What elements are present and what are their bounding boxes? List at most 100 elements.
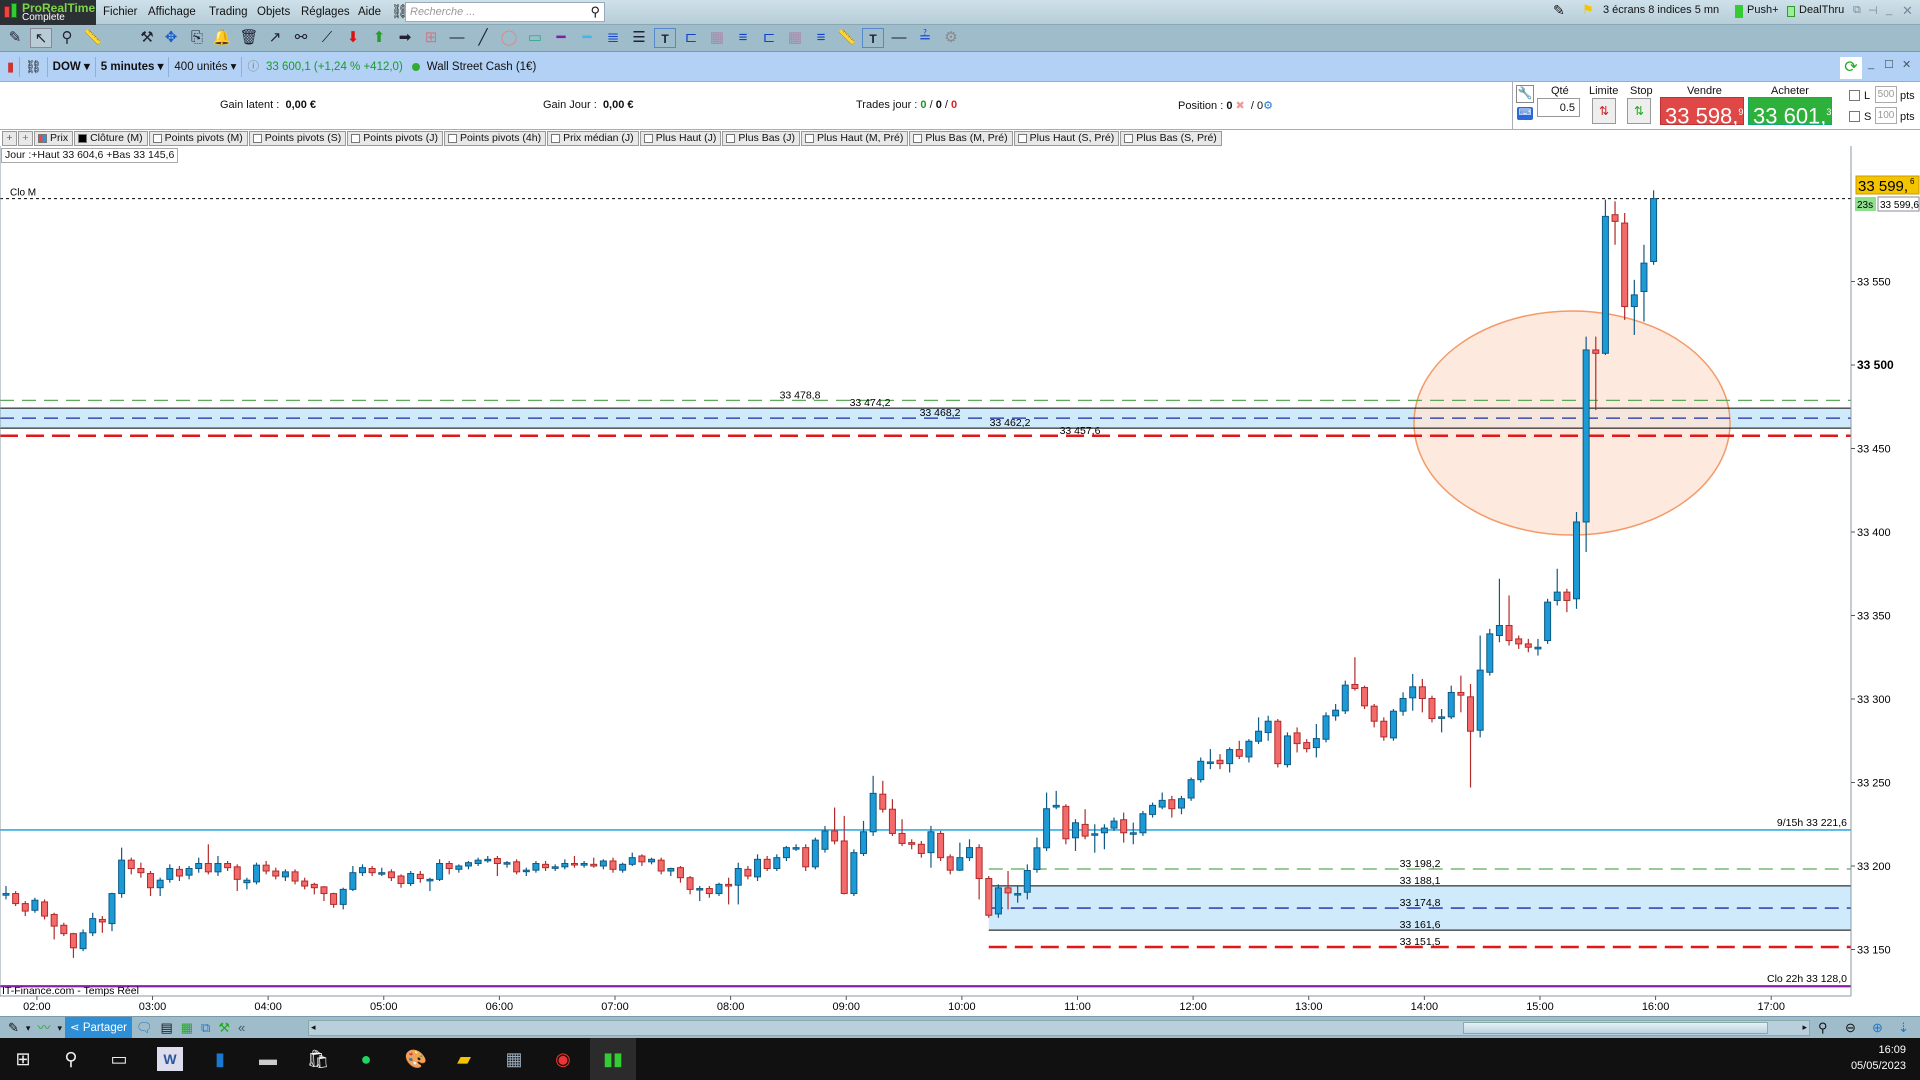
candle[interactable] xyxy=(1062,804,1070,845)
units-selector[interactable]: 400 unités ▾ xyxy=(169,57,243,77)
box-tool-icon[interactable]: ⊏ xyxy=(684,29,698,46)
candle[interactable] xyxy=(590,857,598,868)
search-input[interactable]: Recherche ... ⚲ xyxy=(405,2,605,22)
candle[interactable] xyxy=(127,857,135,875)
collapse-icon[interactable]: « xyxy=(238,1020,246,1035)
candle[interactable] xyxy=(1428,695,1436,723)
candle[interactable] xyxy=(224,860,232,872)
candle[interactable] xyxy=(966,839,973,861)
chart-minimize-icon[interactable]: _ xyxy=(1868,58,1875,70)
indicator-toggle[interactable]: Points pivots (4h) xyxy=(443,131,547,146)
candle[interactable] xyxy=(407,871,415,887)
candle[interactable] xyxy=(1553,568,1561,606)
candle[interactable] xyxy=(551,864,559,872)
move-icon[interactable]: ✥ xyxy=(164,29,178,46)
pointer-icon[interactable]: ↖ xyxy=(30,28,52,48)
candle[interactable] xyxy=(599,859,607,870)
candle[interactable] xyxy=(638,854,646,866)
menu-aide[interactable]: Aide xyxy=(358,6,382,18)
candle[interactable] xyxy=(1245,739,1253,763)
auto-zoom-icon[interactable]: ⚲ xyxy=(1818,1020,1828,1035)
candle[interactable] xyxy=(1640,244,1648,322)
sell-button[interactable]: 33 598,9 xyxy=(1660,97,1744,128)
candle[interactable] xyxy=(1650,190,1658,265)
candle[interactable] xyxy=(195,857,203,873)
system-clock[interactable]: 16:09 05/05/2023 xyxy=(1851,1042,1906,1074)
close-position-icon[interactable]: ✖ xyxy=(1235,100,1245,112)
checkbox-checked[interactable] xyxy=(78,134,88,143)
line-icon[interactable]: ╱ xyxy=(478,29,488,46)
candle[interactable] xyxy=(1293,727,1301,753)
candle[interactable] xyxy=(1370,704,1378,728)
candle[interactable] xyxy=(744,866,752,880)
chart-maximize-icon[interactable]: ☐ xyxy=(1884,59,1894,71)
limit-pts-input[interactable]: 500 xyxy=(1875,86,1897,103)
position-settings-icon[interactable]: ⚙ xyxy=(1263,100,1273,112)
candle[interactable] xyxy=(79,929,87,952)
candle[interactable] xyxy=(580,860,588,868)
candle[interactable] xyxy=(262,860,270,875)
task-view-icon[interactable]: ▭ xyxy=(110,1049,128,1069)
candle[interactable] xyxy=(1380,717,1388,741)
candle[interactable] xyxy=(1139,810,1147,836)
candle[interactable] xyxy=(850,849,858,897)
candle[interactable] xyxy=(1216,754,1224,770)
candle[interactable] xyxy=(1312,724,1320,758)
candle[interactable] xyxy=(1409,673,1417,711)
price-level-icon[interactable]: ≟ xyxy=(918,29,932,46)
candle[interactable] xyxy=(397,874,405,888)
indicator-toggle[interactable]: Points pivots (S) xyxy=(248,131,347,146)
candle[interactable] xyxy=(734,862,742,905)
candle[interactable] xyxy=(1100,824,1108,850)
candle[interactable] xyxy=(12,891,20,907)
candle[interactable] xyxy=(1033,837,1041,873)
fib-fan-icon[interactable]: ☰ xyxy=(632,29,646,46)
candle[interactable] xyxy=(917,840,925,858)
pencil-icon[interactable]: ✎ xyxy=(8,29,22,46)
candle[interactable] xyxy=(946,854,954,875)
candle[interactable] xyxy=(493,855,501,877)
dealthru-button[interactable]: DealThru xyxy=(1799,4,1845,16)
candle[interactable] xyxy=(513,859,521,875)
indicator-toggle[interactable]: Plus Bas (S, Pré) xyxy=(1120,131,1222,146)
candle[interactable] xyxy=(1486,628,1494,676)
candle[interactable] xyxy=(1389,709,1397,741)
alert-bell-icon[interactable]: 🔔 xyxy=(212,29,232,46)
horizontal-line-icon[interactable]: — xyxy=(449,29,465,46)
candle[interactable] xyxy=(1303,739,1311,753)
candle[interactable] xyxy=(1534,638,1542,656)
candle[interactable] xyxy=(1495,578,1503,643)
candle[interactable] xyxy=(860,820,868,856)
candle[interactable] xyxy=(1168,795,1176,818)
candle[interactable] xyxy=(60,922,68,937)
cyan-line-icon[interactable]: ━ xyxy=(582,29,592,46)
layout-selector[interactable]: 3 écrans 8 indices 5 mn xyxy=(1603,4,1720,16)
candle[interactable] xyxy=(69,932,77,958)
menu-fichier[interactable]: Fichier xyxy=(103,6,138,18)
candle[interactable] xyxy=(696,886,704,902)
instrument-selector[interactable]: DOW ▾ xyxy=(48,57,96,77)
candle[interactable] xyxy=(763,855,771,872)
checkbox[interactable] xyxy=(551,134,561,143)
candle[interactable] xyxy=(657,857,665,875)
candle[interactable] xyxy=(1120,812,1128,843)
candle[interactable] xyxy=(426,877,434,892)
info-icon[interactable]: ⓘ xyxy=(247,61,259,73)
scroll-end-icon[interactable]: ⇣ xyxy=(1898,1020,1909,1035)
candle[interactable] xyxy=(927,825,935,868)
candle[interactable] xyxy=(1197,757,1205,783)
candle[interactable] xyxy=(1505,595,1513,646)
candle[interactable] xyxy=(50,912,58,940)
levels-icon[interactable]: ≡ xyxy=(738,29,748,46)
dropdown-arrow-icon[interactable]: ▾ xyxy=(25,1023,31,1033)
candle[interactable] xyxy=(108,892,116,932)
highlight-ellipse[interactable] xyxy=(1413,310,1731,536)
candle[interactable] xyxy=(484,855,492,863)
indicator-toggle[interactable]: Clôture (M) xyxy=(74,131,148,146)
candle[interactable] xyxy=(1226,747,1234,773)
candle[interactable] xyxy=(214,855,222,877)
candle[interactable] xyxy=(908,839,916,850)
candle[interactable] xyxy=(715,882,723,897)
orderbook-icon[interactable]: ▦ xyxy=(180,1020,194,1035)
fibonacci-icon[interactable]: ≣ xyxy=(606,29,620,46)
